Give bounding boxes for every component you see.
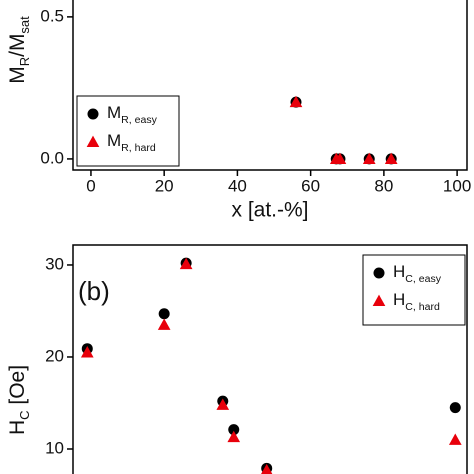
point: [384, 152, 398, 164]
y-tick-label: 0.0: [40, 148, 64, 167]
y-axis-title-part: /M: [6, 34, 29, 57]
point: [333, 152, 347, 164]
panel-label: (b): [78, 276, 110, 306]
x-axis-title: x [at.-%]: [231, 199, 308, 222]
y-axis-title: HC [Oe]: [6, 365, 32, 435]
x-tick-label: 100: [443, 176, 471, 195]
y-axis-title: MR/Msat: [6, 16, 32, 84]
legend-label: MR, easy: [107, 103, 158, 125]
point: [362, 152, 376, 164]
point: [289, 95, 303, 108]
y-axis-title-part: sat: [17, 16, 32, 34]
legend-label-part: C, easy: [405, 273, 441, 285]
y-tick-label: 0.5: [40, 6, 64, 25]
legend-label-part: H: [393, 290, 405, 309]
legend-label: HC, easy: [393, 262, 442, 284]
y-axis-title-part: [Oe]: [6, 365, 29, 411]
legend-label-part: R, easy: [121, 114, 157, 126]
legend-label-part: R, hard: [121, 142, 156, 154]
legend-label-part: M: [107, 131, 121, 150]
plot-frame: [72, 0, 468, 171]
legend-label: MR, hard: [107, 131, 156, 153]
legend-label-part: M: [107, 103, 121, 122]
legend-marker: [372, 294, 386, 307]
point: [179, 257, 193, 270]
y-tick-label: 10: [45, 438, 64, 457]
x-tick-label: 40: [228, 176, 247, 195]
x-tick-label: 80: [374, 176, 393, 195]
x-tick-label: 60: [301, 176, 320, 195]
y-axis-title-part: H: [6, 420, 29, 435]
point: [157, 318, 171, 330]
point: [261, 463, 273, 474]
x-tick-label: 20: [155, 176, 174, 195]
y-axis-title-part: R: [17, 57, 32, 66]
point: [80, 346, 94, 358]
y-axis-title-part: M: [6, 66, 29, 84]
legend-marker: [373, 267, 385, 279]
point: [228, 424, 240, 436]
legend-label-part: C, hard: [405, 301, 440, 313]
plot-frame: [72, 244, 468, 474]
point: [216, 398, 230, 410]
legend-box: [362, 254, 466, 326]
point: [449, 402, 461, 414]
legend-box: [76, 95, 180, 167]
point: [227, 430, 241, 443]
x-tick-label: 0: [86, 176, 95, 195]
legend-marker: [87, 108, 99, 120]
point: [448, 433, 462, 445]
legend-marker: [86, 135, 100, 148]
y-tick-label: 30: [45, 254, 64, 273]
y-tick-label: 20: [45, 346, 64, 365]
legend-label-part: H: [393, 262, 405, 281]
point: [158, 308, 170, 320]
y-axis-title-part: C: [17, 410, 32, 419]
legend-label: HC, hard: [393, 290, 440, 312]
